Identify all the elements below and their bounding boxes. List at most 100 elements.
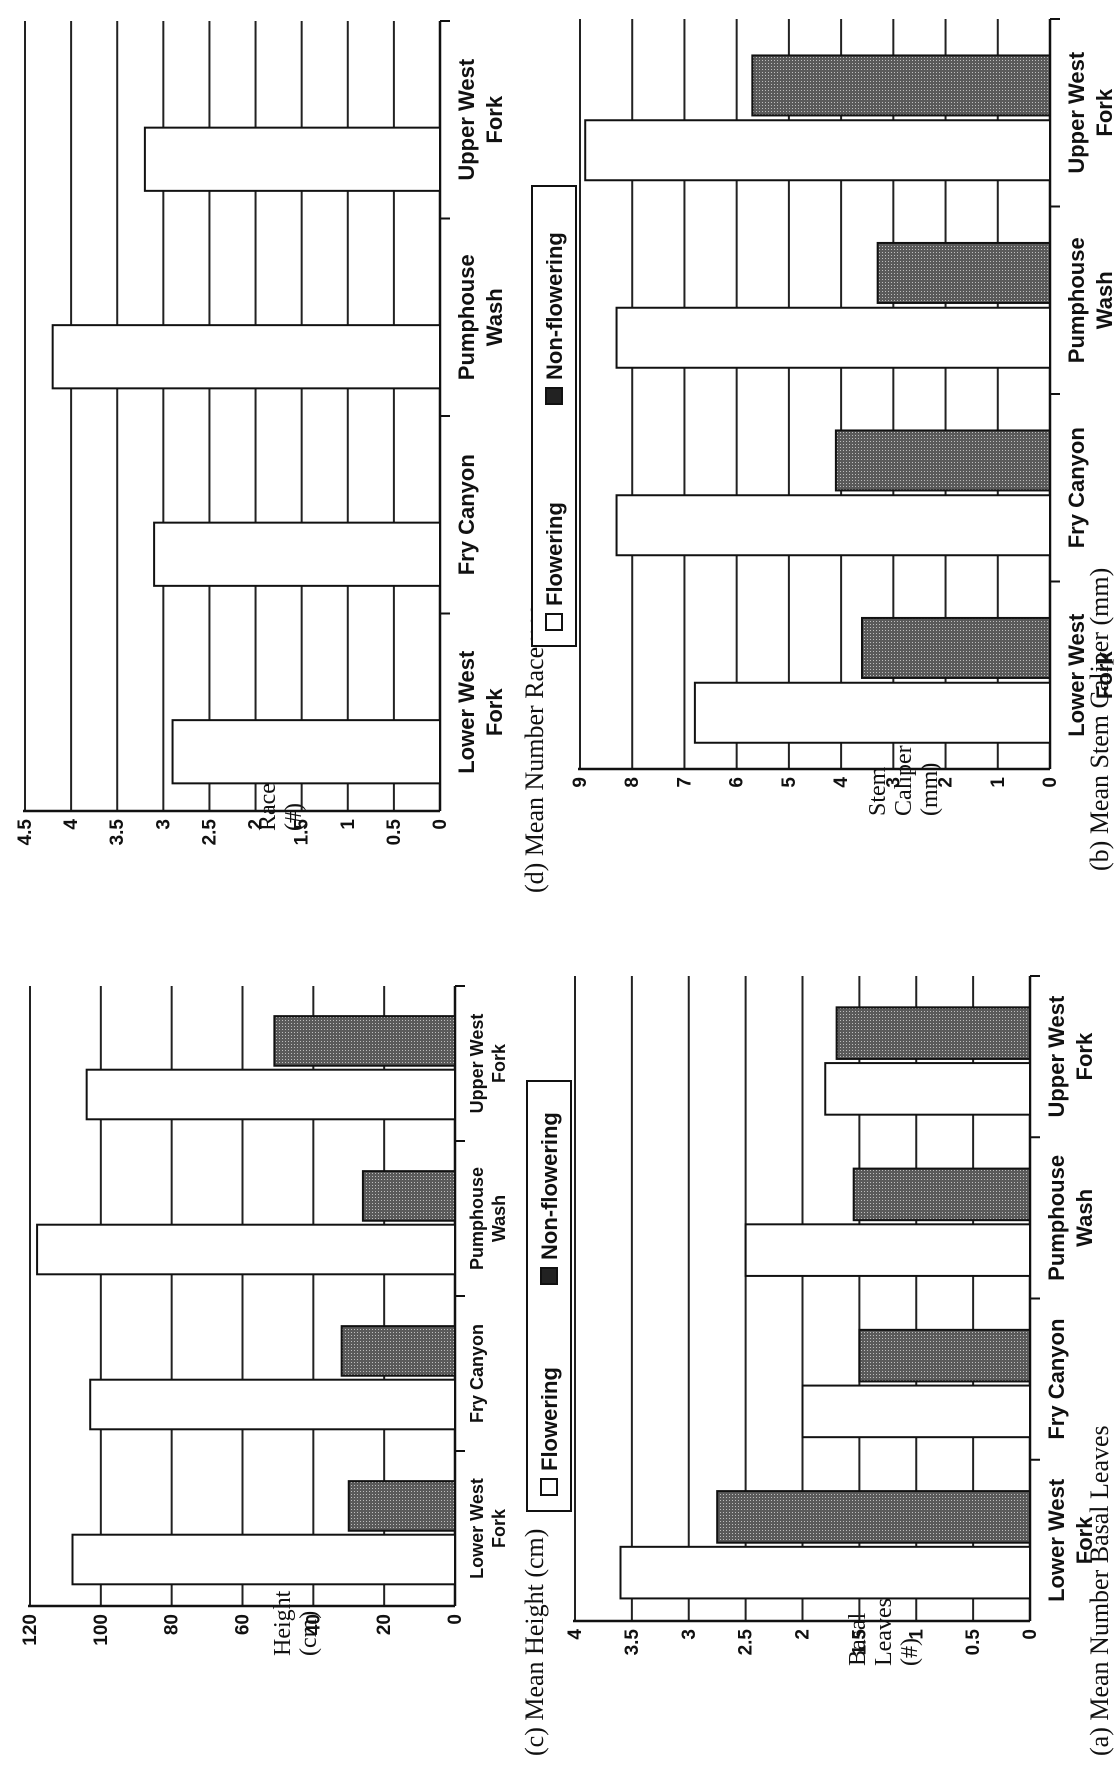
bar-non-flowering — [751, 54, 1051, 117]
category-label: Upper West — [467, 1014, 487, 1114]
bar-flowering — [36, 1223, 456, 1276]
y-tick-label: 0.5 — [963, 1629, 984, 1656]
chart-title: (b) Mean Stem Caliper (mm) — [1085, 568, 1114, 871]
category-label: Upper West — [454, 58, 479, 181]
y-tick-label: 1 — [988, 777, 1009, 788]
bar-flowering — [89, 1378, 456, 1431]
bar-flowering — [584, 119, 1051, 182]
category-label: Pumphouse — [1044, 1155, 1069, 1281]
y-tick-label: 1 — [906, 1629, 927, 1640]
y-axis-label-line: (#) — [897, 1638, 923, 1666]
y-axis-label-line: (mm) — [917, 763, 943, 816]
bar-flowering — [143, 126, 441, 192]
bar-flowering — [824, 1062, 1031, 1116]
bar-non-flowering — [876, 241, 1052, 304]
y-tick-label: 4 — [831, 777, 852, 788]
y-tick-label: 2 — [793, 1629, 814, 1640]
category-label: Fork — [482, 688, 507, 736]
y-tick-label: 60 — [233, 1614, 254, 1635]
category-label: Fork — [489, 1508, 509, 1548]
chart-title: (a) Mean Number Basal Leaves — [1085, 1425, 1114, 1756]
y-tick-label: 2 — [936, 777, 957, 788]
category-label: Wash — [482, 288, 507, 346]
y-tick-label: 0 — [445, 1614, 466, 1625]
y-tick-label: 120 — [20, 1614, 41, 1646]
y-tick-label: 1.5 — [292, 819, 313, 846]
legend: Flowering Non-flowering — [526, 1080, 572, 1512]
y-tick-label: 2.5 — [199, 819, 220, 846]
category-label: Pumphouse — [467, 1167, 487, 1270]
y-tick-label: 0 — [1020, 1629, 1041, 1640]
category-label: Fry Canyon — [467, 1324, 487, 1423]
y-tick-label: 9 — [570, 777, 591, 788]
bar-non-flowering — [835, 1006, 1031, 1060]
category-label: Upper West — [1044, 995, 1069, 1118]
category-label: Fork — [482, 95, 507, 143]
legend-label: Non-flowering — [542, 232, 567, 380]
category-label: Wash — [1072, 1189, 1097, 1247]
y-tick-label: 5 — [779, 777, 800, 788]
bar-flowering — [693, 681, 1052, 744]
y-tick-label: 0 — [430, 819, 451, 830]
category-label: Lower West — [1064, 613, 1089, 737]
bar-non-flowering — [858, 1328, 1031, 1383]
y-tick-label: 4 — [61, 819, 82, 830]
y-tick-label: 2 — [246, 819, 267, 830]
category-label: Pumphouse — [1064, 237, 1089, 363]
chart-2: (b) Mean Stem Caliper (mm) Stem Caliper (mm… — [570, 18, 1117, 871]
category-label: Wash — [1092, 271, 1117, 329]
y-axis-label-line: Caliper — [891, 745, 917, 816]
bar-non-flowering — [852, 1167, 1031, 1222]
chart-title: (c) Mean Height (cm) — [520, 1529, 549, 1756]
bar-non-flowering — [340, 1325, 456, 1377]
y-tick-label: 1.5 — [849, 1629, 870, 1656]
category-label: Lower West — [1044, 1478, 1069, 1602]
bar-non-flowering — [716, 1490, 1031, 1544]
y-tick-label: 80 — [162, 1614, 183, 1635]
category-label: Upper West — [1064, 51, 1089, 174]
y-tick-label: 4.5 — [15, 819, 36, 846]
y-tick-label: 4 — [565, 1629, 586, 1640]
y-tick-label: 3 — [153, 819, 174, 830]
chart-title: (d) Mean Number Racemes — [520, 605, 549, 893]
bar-flowering — [85, 1068, 457, 1121]
bar-flowering — [615, 306, 1051, 369]
bar-non-flowering — [361, 1170, 456, 1222]
category-label: Fork — [1092, 651, 1117, 699]
bar-flowering — [153, 521, 441, 587]
bar-flowering — [619, 1545, 1031, 1600]
category-label: Fork — [1072, 1032, 1097, 1080]
category-label: Lower West — [467, 1478, 487, 1579]
y-tick-label: 0 — [1040, 777, 1061, 788]
y-tick-label: 3.5 — [107, 819, 128, 846]
legend-box — [531, 185, 577, 647]
legend-label: Non-flowering — [537, 1112, 562, 1260]
bar-non-flowering — [861, 616, 1051, 679]
category-label: Lower West — [454, 650, 479, 774]
y-tick-label: 2.5 — [736, 1629, 757, 1656]
category-label: Fork — [489, 1043, 509, 1083]
bar-flowering — [51, 324, 442, 390]
legend-box — [526, 1080, 572, 1512]
legend-swatch-flowering — [545, 613, 563, 631]
y-axis-label-line: Leaves — [871, 1598, 897, 1666]
legend-label: Flowering — [537, 1367, 562, 1471]
y-tick-label: 100 — [91, 1614, 112, 1646]
bar-non-flowering — [347, 1480, 456, 1532]
y-axis-label-line: Height — [270, 1590, 296, 1656]
bar-non-flowering — [273, 1015, 456, 1067]
y-axis-label-line: (cm) — [296, 1611, 322, 1656]
chart-3: (c) Mean Height (cm) Height (cm) 0 20 40 60 80 1… — [20, 985, 572, 1756]
category-label: Wash — [489, 1195, 509, 1242]
category-label: Fork — [1092, 88, 1117, 136]
bar-flowering — [71, 1533, 456, 1586]
y-tick-label: 3 — [679, 1629, 700, 1640]
category-label: Fork — [1072, 1516, 1097, 1564]
y-tick-label: 7 — [674, 777, 695, 788]
bar-flowering — [744, 1223, 1031, 1277]
legend-label: Flowering — [542, 502, 567, 606]
y-tick-label: 8 — [622, 777, 643, 788]
